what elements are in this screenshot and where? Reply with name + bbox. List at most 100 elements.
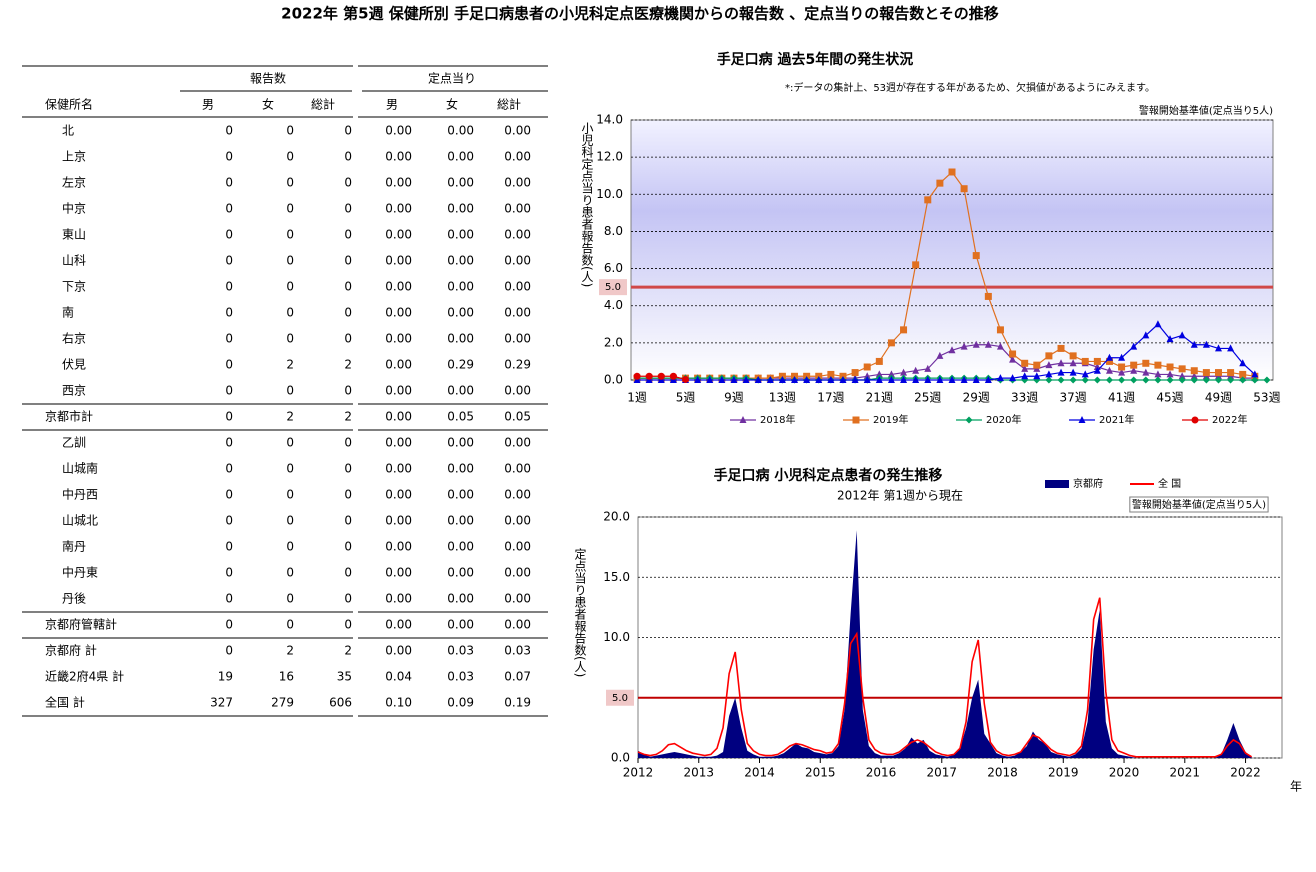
x-tick-label: 21週 [866,391,893,405]
marker [1057,359,1065,367]
marker [1154,370,1162,378]
marker [948,346,956,354]
cell: 0 [344,436,352,450]
cell: 0.19 [504,696,531,710]
marker [1142,376,1150,384]
marker [1178,331,1186,339]
cell: 0 [286,332,294,346]
cell: 0 [344,462,352,476]
cell: 0.04 [385,670,412,684]
cell: 0.00 [447,384,474,398]
cell: 0 [286,592,294,606]
legend-marker [852,416,860,424]
cell: 0.00 [447,124,474,138]
cell: 0 [344,540,352,554]
cell: 0.00 [504,592,531,606]
marker [924,364,932,372]
marker [1178,365,1186,373]
marker [984,340,992,348]
row-name: 左京 [62,175,86,190]
x-tick-label: 45週 [1156,391,1183,405]
line [637,597,1253,758]
cell: 0.05 [504,410,531,424]
marker [948,168,956,176]
marker [875,370,883,378]
row-name: 全国 計 [45,695,85,710]
marker [1105,366,1113,374]
cell: 0 [286,228,294,242]
chart-subtitle: 2012年 第1週から現在 [837,489,963,503]
cell: 0.10 [385,696,412,710]
x-tick-label: 53週 [1253,391,1280,405]
cell: 0 [225,280,233,294]
legend-label: 全 国 [1158,477,1181,490]
row-name: 中丹東 [62,565,98,580]
x-tick-label: 5週 [676,391,696,405]
cell: 0 [225,540,233,554]
marker [924,376,932,383]
marker [803,376,811,383]
marker [1118,353,1126,361]
marker [754,376,762,383]
marker [912,261,920,269]
cell: 0.00 [504,488,531,502]
marker [887,376,895,383]
legend-marker [739,416,747,423]
cell: 0.00 [385,566,412,580]
marker [1093,357,1101,365]
y-tick-label: 6.0 [604,261,623,275]
cell: 0.00 [504,462,531,476]
cell: 0 [225,228,233,242]
cell: 2 [344,410,352,424]
marker [669,372,677,380]
threshold-label-box [606,689,634,706]
cell: 0 [344,384,352,398]
cell: 0.00 [504,306,531,320]
marker [1057,376,1065,384]
cell: 35 [337,670,352,684]
marker [827,370,835,378]
cell: 0.00 [447,592,474,606]
cell: 0 [344,566,352,580]
cell: 0 [225,358,233,372]
cell: 0 [225,462,233,476]
y-axis-label: 定点当り患者報告数(人) [573,547,587,678]
cell: 0 [344,592,352,606]
marker [1239,370,1247,378]
marker [1105,376,1113,384]
marker [875,357,883,365]
marker [1166,376,1174,384]
marker [1227,369,1235,377]
cell: 0 [225,618,233,632]
marker [1021,359,1029,367]
cell: 0.00 [504,124,531,138]
marker [791,376,799,383]
page-title: 2022年 第5週 保健所別 手足口病患者の小児科定点医療機関からの報告数 、定… [281,5,999,23]
marker [1227,344,1235,352]
cell: 16 [279,670,294,684]
marker [900,326,908,334]
marker [851,376,859,383]
legend-swatch [1045,480,1069,488]
cell: 0.00 [385,358,412,372]
row-name: 山科 [62,254,86,268]
marker [924,196,932,204]
x-tick-label: 2016 [866,766,897,780]
cell: 0 [344,618,352,632]
row-name: 京都府 計 [45,643,97,658]
marker [839,376,847,383]
chart-title: 手足口病 過去5年間の発生状況 [717,51,914,68]
cell: 0.00 [385,332,412,346]
cell: 0.00 [447,254,474,268]
marker [1202,376,1210,384]
cell: 0 [225,514,233,528]
y-axis-label: 小児科定点当り患者報告数(人) [580,122,594,288]
cell: 0.09 [447,696,474,710]
cell: 0.00 [385,436,412,450]
cell: 0.00 [447,462,474,476]
header-cell: 女 [262,97,274,112]
cell: 0.29 [504,358,531,372]
cell: 0.00 [504,280,531,294]
cell: 0.00 [385,410,412,424]
